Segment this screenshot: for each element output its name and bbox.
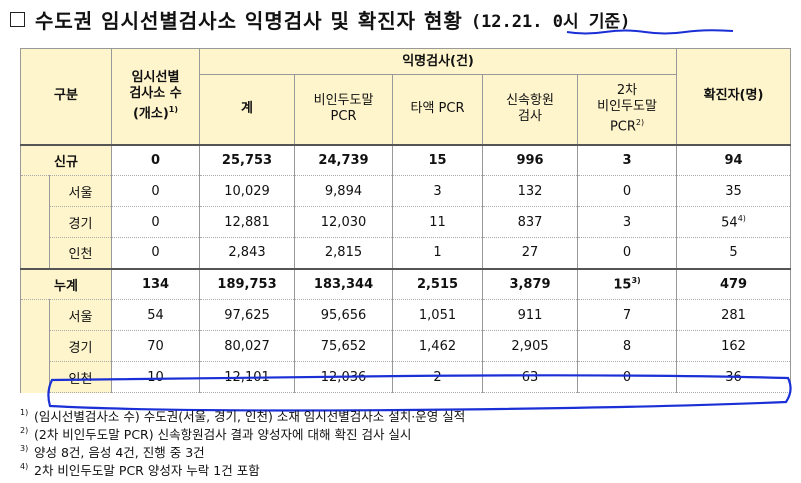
handwritten-underline bbox=[566, 29, 734, 35]
table-row: 인천 0 2,843 2,815 1 27 0 5 bbox=[21, 237, 792, 269]
footnote: 2) (2차 비인두도말 PCR) 신속항원검사 결과 양성자에 대해 확진 검사… bbox=[20, 426, 412, 442]
cell-confirmed: 281 bbox=[676, 299, 792, 331]
cell-nasal: 12,030 bbox=[294, 206, 394, 238]
footnotes: 1) (임시선별검사소 수) 수도권(서울, 경기, 인천) 소재 임시선별검사소… bbox=[20, 408, 790, 480]
cell-nasal: 2,815 bbox=[294, 237, 394, 269]
cell-second: 7 bbox=[577, 299, 678, 331]
footnote: 3) 양성 8건, 음성 4건, 진행 중 3건 bbox=[20, 444, 205, 460]
table-row: 서울 54 97,625 95,656 1,051 911 7 281 bbox=[20, 299, 792, 393]
row-indent bbox=[20, 299, 50, 393]
cell-nasal: 75,652 bbox=[294, 330, 394, 362]
page-title: 수도권 임시선별검사소 익명검사 및 확진자 현황 (12.21. 0시 기준) bbox=[10, 2, 790, 36]
cell-sites: 0 bbox=[111, 143, 201, 176]
cell-rapid: 63 bbox=[482, 361, 579, 393]
cell-confirmed: 544) bbox=[676, 206, 792, 238]
cell-confirmed: 479 bbox=[676, 267, 792, 300]
cell-total: 10,029 bbox=[199, 175, 296, 207]
header-anon-group: 익명검사(건) bbox=[199, 48, 678, 75]
row-region: 경기 bbox=[48, 330, 113, 362]
cell-second: 3 bbox=[577, 206, 678, 238]
cell-nasal: 12,036 bbox=[294, 361, 394, 393]
cell-rapid: 132 bbox=[482, 175, 579, 207]
header-confirmed: 확진자(명) bbox=[676, 48, 792, 145]
footnote: 1) (임시선별검사소 수) 수도권(서울, 경기, 인천) 소재 임시선별검사소… bbox=[20, 408, 466, 424]
cell-sites: 10 bbox=[111, 361, 201, 393]
cell-saliva: 2 bbox=[392, 361, 484, 393]
checkbox-icon bbox=[10, 11, 25, 27]
title-text: 수도권 임시선별검사소 익명검사 및 확진자 현황 bbox=[35, 8, 463, 33]
row-region: 인천 bbox=[48, 237, 113, 269]
cell-second: 3 bbox=[577, 143, 678, 176]
table-row: 인천 10 12,101 12,036 2 63 0 36 bbox=[21, 361, 792, 393]
cell-second: 0 bbox=[577, 175, 678, 207]
row-region: 경기 bbox=[48, 206, 113, 238]
cell-total: 2,843 bbox=[199, 237, 296, 269]
table-row: 서울 0 10,029 9,894 3 132 0 35 bbox=[20, 175, 792, 269]
cell-second: 153) bbox=[577, 267, 678, 300]
cell-rapid: 27 bbox=[482, 237, 579, 269]
header-category: 구분 bbox=[19, 48, 113, 145]
cell-rapid: 2,905 bbox=[482, 330, 579, 362]
row-label: 신규 bbox=[19, 143, 113, 176]
cell-saliva: 2,515 bbox=[392, 267, 484, 300]
cell-sites: 0 bbox=[111, 175, 201, 207]
table-row: 경기 0 12,881 12,030 11 837 3 544) bbox=[21, 206, 792, 238]
cell-total: 12,101 bbox=[199, 361, 296, 393]
cell-sites: 54 bbox=[111, 299, 201, 331]
cell-saliva: 3 bbox=[392, 175, 484, 207]
cell-rapid: 996 bbox=[482, 143, 579, 176]
cell-sites: 134 bbox=[111, 267, 201, 300]
title-date: (12.21. 0시 기준) bbox=[470, 11, 631, 32]
cell-saliva: 11 bbox=[392, 206, 484, 238]
cell-rapid: 911 bbox=[482, 299, 579, 331]
cell-total: 80,027 bbox=[199, 330, 296, 362]
row-label: 누계 bbox=[19, 267, 113, 300]
cell-confirmed: 35 bbox=[676, 175, 792, 207]
cell-rapid: 837 bbox=[482, 206, 579, 238]
cell-sites: 0 bbox=[111, 206, 201, 238]
table-row: 경기 70 80,027 75,652 1,462 2,905 8 162 bbox=[21, 330, 792, 362]
cell-nasal: 183,344 bbox=[294, 267, 394, 300]
row-indent bbox=[20, 175, 50, 269]
cell-total: 97,625 bbox=[199, 299, 296, 331]
cell-saliva: 1,462 bbox=[392, 330, 484, 362]
cell-nasal: 24,739 bbox=[294, 143, 394, 176]
cell-second: 8 bbox=[577, 330, 678, 362]
row-region: 인천 bbox=[48, 361, 113, 393]
header-total: 계 bbox=[199, 74, 296, 145]
cell-second: 0 bbox=[577, 237, 678, 269]
header-second-pcr: 2차 비인두도말 PCR2) bbox=[577, 74, 678, 145]
footnote: 4) 2차 비인두도말 PCR 양성자 누락 1건 포함 bbox=[20, 462, 260, 478]
cell-sites: 70 bbox=[111, 330, 201, 362]
cell-saliva: 1 bbox=[392, 237, 484, 269]
row-region: 서울 bbox=[48, 299, 113, 331]
header-sites: 임시선별 검사소 수 (개소)1) bbox=[111, 48, 201, 145]
cell-sites: 0 bbox=[111, 237, 201, 269]
cell-confirmed: 36 bbox=[676, 361, 792, 393]
header-rapid-antigen: 신속항원 검사 bbox=[482, 74, 579, 145]
cell-confirmed: 5 bbox=[676, 237, 792, 269]
cell-nasal: 9,894 bbox=[294, 175, 394, 207]
row-region: 서울 bbox=[48, 175, 113, 207]
header-nasal-pcr: 비인두도말 PCR bbox=[294, 74, 394, 145]
cell-total: 25,753 bbox=[199, 143, 296, 176]
stats-table: 구분 임시선별 검사소 수 (개소)1) 익명검사(건) 확진자(명) 계 비인… bbox=[19, 48, 792, 393]
table-row-new-total: 신규 0 25,753 24,739 15 996 3 94 bbox=[19, 143, 792, 176]
header-saliva-pcr: 타액 PCR bbox=[392, 74, 484, 145]
cell-total: 12,881 bbox=[199, 206, 296, 238]
cell-rapid: 3,879 bbox=[482, 267, 579, 300]
cell-confirmed: 94 bbox=[676, 143, 792, 176]
table-row-cumulative-total: 누계 134 189,753 183,344 2,515 3,879 153) … bbox=[19, 267, 792, 300]
cell-saliva: 1,051 bbox=[392, 299, 484, 331]
cell-nasal: 95,656 bbox=[294, 299, 394, 331]
cell-second: 0 bbox=[577, 361, 678, 393]
cell-confirmed: 162 bbox=[676, 330, 792, 362]
cell-total: 189,753 bbox=[199, 267, 296, 300]
cell-saliva: 15 bbox=[392, 143, 484, 176]
